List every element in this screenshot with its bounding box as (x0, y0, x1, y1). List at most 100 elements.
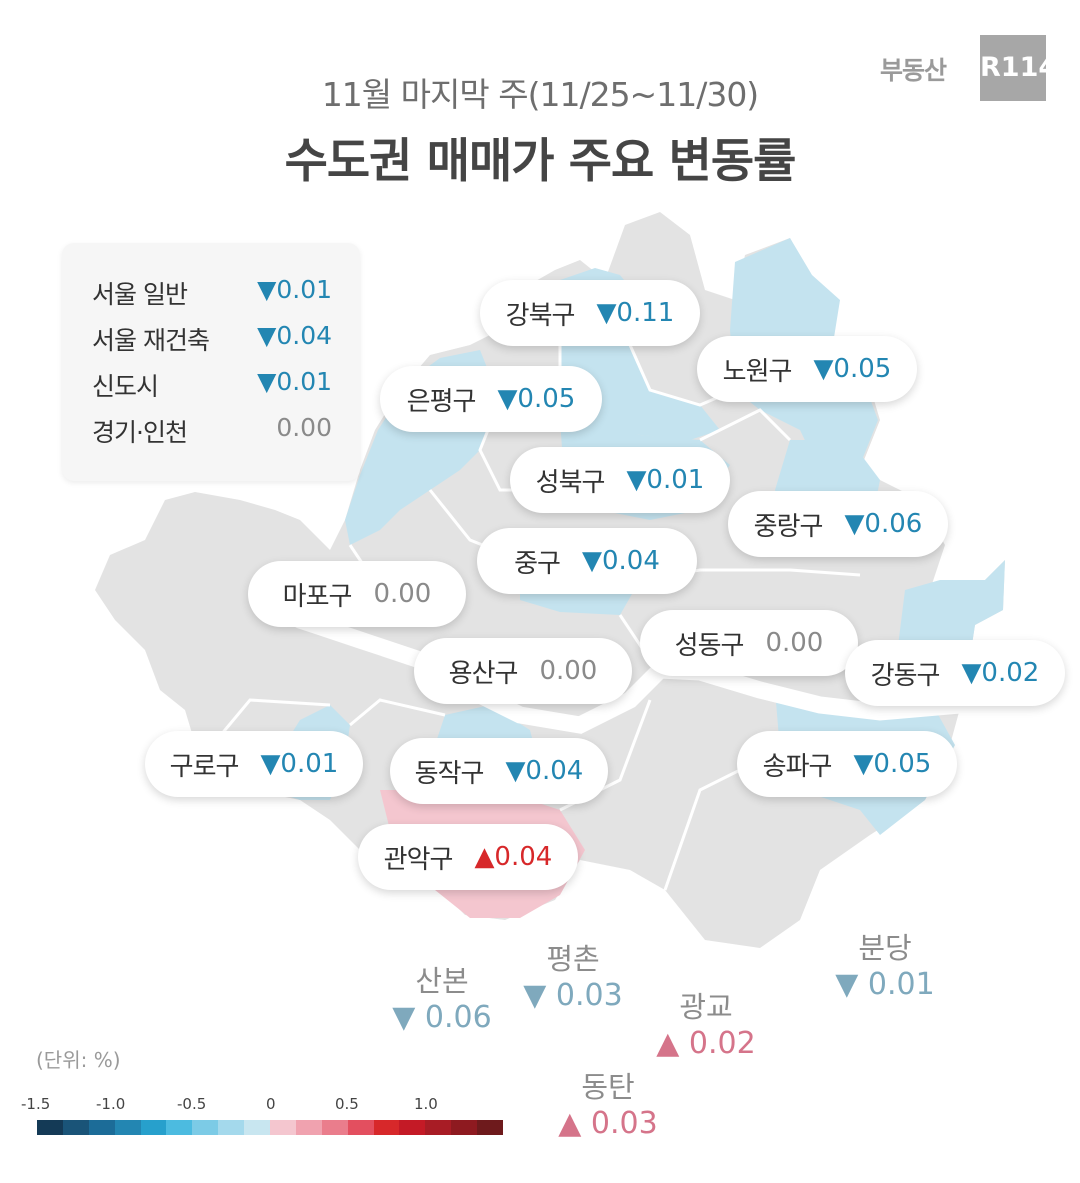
brand-logo: 부동산 R114 (880, 35, 1057, 101)
district-pill-gwanak: 관악구 ▲0.04 (358, 824, 578, 890)
district-name: 성북구 (535, 467, 606, 498)
district-name: 중구 (514, 548, 561, 579)
summary-label: 서울 일반 (92, 280, 188, 309)
district-value: ▼0.11 (596, 298, 675, 328)
district-value: ▼0.06 (844, 509, 923, 539)
satellite-gwanggyo: 광교 ▲ 0.02 (641, 984, 771, 1061)
scale-swatch (37, 1120, 63, 1135)
district-name: 강동구 (870, 660, 941, 691)
summary-label: 경기·인천 (92, 418, 188, 447)
district-value: 0.00 (765, 628, 824, 658)
scale-swatch (451, 1120, 478, 1135)
logo-text: 부동산 (880, 56, 947, 85)
satellite-value: ▼ 0.01 (835, 967, 935, 1002)
district-pill-yongsan: 용산구 0.00 (414, 638, 632, 704)
scale-swatch (140, 1120, 167, 1135)
scale-swatch (373, 1120, 400, 1135)
satellite-value: ▲ 0.03 (558, 1106, 658, 1141)
satellite-name: 산본 (415, 964, 469, 998)
district-name: 구로구 (169, 751, 240, 782)
district-name: 강북구 (505, 300, 576, 331)
district-value: ▼0.02 (961, 658, 1040, 688)
district-pill-seongbuk: 성북구 ▼0.01 (510, 447, 730, 513)
summary-value: ▼0.04 (257, 321, 332, 350)
color-scale-bar (37, 1120, 504, 1135)
scale-swatch (477, 1120, 504, 1135)
scale-swatch (218, 1120, 245, 1135)
unit-label: (단위: %) (36, 1048, 121, 1072)
district-pill-gangdong: 강동구 ▼0.02 (845, 640, 1065, 706)
district-value: 0.00 (539, 656, 598, 686)
district-pill-eunpyeong: 은평구 ▼0.05 (380, 366, 602, 432)
summary-value: ▼0.01 (257, 275, 332, 304)
district-value: ▲0.04 (474, 842, 553, 872)
scale-tick: 0.5 (335, 1095, 359, 1113)
scale-swatch (114, 1120, 141, 1135)
district-pill-guro: 구로구 ▼0.01 (145, 731, 363, 797)
scale-swatch (88, 1120, 115, 1135)
summary-row: 서울 재건축 ▼0.04 (92, 317, 332, 357)
satellite-name: 동탄 (581, 1070, 635, 1104)
district-pill-dongjak: 동작구 ▼0.04 (390, 738, 608, 804)
summary-label: 서울 재건축 (92, 326, 210, 355)
scale-swatch (399, 1120, 426, 1135)
district-value: ▼0.05 (853, 749, 932, 779)
district-name: 성동구 (674, 630, 745, 661)
satellite-value: ▼ 0.03 (523, 978, 623, 1013)
district-value: ▼0.05 (497, 384, 576, 414)
scale-tick: 1.0 (414, 1095, 438, 1113)
scale-swatch (166, 1120, 193, 1135)
district-pill-nowon: 노원구 ▼0.05 (697, 336, 917, 402)
satellite-bundang: 분당 ▼ 0.01 (820, 925, 950, 1002)
satellite-name: 광교 (679, 990, 733, 1024)
summary-row: 서울 일반 ▼0.01 (92, 271, 332, 311)
satellite-value: ▼ 0.06 (392, 1000, 492, 1035)
district-pill-jungnang: 중랑구 ▼0.06 (728, 491, 948, 557)
district-value: 0.00 (373, 579, 432, 609)
scale-swatch (62, 1120, 89, 1135)
scale-swatch (347, 1120, 374, 1135)
summary-row: 신도시 ▼0.01 (92, 363, 332, 403)
district-name: 관악구 (383, 844, 454, 875)
district-name: 노원구 (722, 356, 793, 387)
summary-value: 0.00 (276, 413, 332, 442)
district-value: ▼0.04 (505, 756, 584, 786)
scale-tick: -1.5 (21, 1095, 51, 1113)
summary-label: 신도시 (92, 372, 159, 401)
page-title: 수도권 매매가 주요 변동률 (284, 134, 797, 189)
district-pill-gangbuk: 강북구 ▼0.11 (480, 280, 700, 346)
satellite-dongtan: 동탄 ▲ 0.03 (543, 1064, 673, 1141)
district-name: 마포구 (282, 581, 353, 612)
district-name: 용산구 (448, 658, 519, 689)
district-value: ▼0.05 (813, 354, 892, 384)
district-pill-songpa: 송파구 ▼0.05 (737, 731, 957, 797)
district-value: ▼0.01 (260, 749, 339, 779)
scale-tick: -0.5 (177, 1095, 207, 1113)
satellite-sanbon: 산본 ▼ 0.06 (377, 958, 507, 1035)
logo-mark: R114 (980, 35, 1057, 101)
district-pill-jung: 중구 ▼0.04 (477, 528, 697, 594)
satellite-name: 평촌 (546, 942, 600, 976)
scale-swatch (270, 1120, 296, 1135)
satellite-value: ▲ 0.02 (656, 1026, 756, 1061)
satellite-name: 분당 (858, 931, 912, 965)
district-name: 송파구 (762, 751, 833, 782)
district-value: ▼0.01 (626, 465, 705, 495)
scale-swatch (295, 1120, 322, 1135)
summary-box: 서울 일반 ▼0.01 서울 재건축 ▼0.04 신도시 ▼0.01 경기·인천… (62, 243, 360, 481)
page-subtitle: 11월 마지막 주(11/25~11/30) (321, 75, 759, 114)
scale-swatch (192, 1120, 219, 1135)
satellite-pyeongchon: 평촌 ▼ 0.03 (508, 936, 638, 1013)
scale-tick: 0 (266, 1095, 276, 1113)
scale-tick: -1.0 (96, 1095, 126, 1113)
district-name: 중랑구 (753, 511, 824, 542)
district-name: 동작구 (414, 758, 485, 789)
scale-swatch (244, 1120, 271, 1135)
district-value: ▼0.04 (581, 546, 660, 576)
district-pill-mapo: 마포구 0.00 (248, 561, 466, 627)
summary-row: 경기·인천 0.00 (92, 409, 332, 449)
scale-swatch (425, 1120, 452, 1135)
scale-swatch (321, 1120, 348, 1135)
district-name: 은평구 (406, 386, 477, 417)
summary-value: ▼0.01 (257, 367, 332, 396)
